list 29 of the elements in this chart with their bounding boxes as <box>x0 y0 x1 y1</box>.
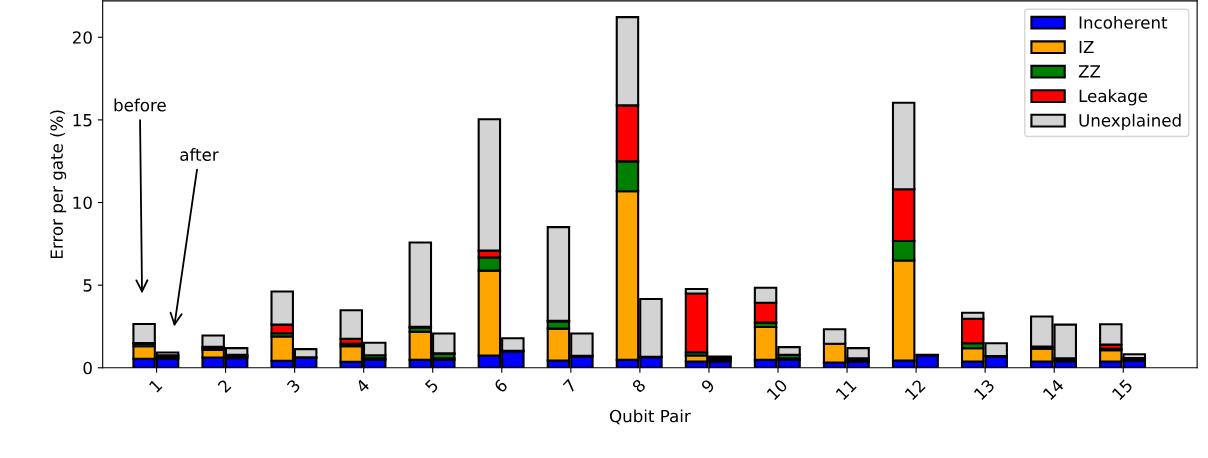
y-tick-label: 20 <box>72 31 92 44</box>
x-tick-label: 8 <box>631 378 647 394</box>
x-tick-label: 13 <box>973 378 996 401</box>
annotation: after <box>180 148 219 161</box>
legend-label: Unexplained <box>1079 113 1181 130</box>
x-tick-label: 15 <box>1111 378 1134 401</box>
x-tick-label: 3 <box>286 378 301 394</box>
legend-label: Leakage <box>1079 89 1148 106</box>
y-tick-label: 15 <box>73 114 92 127</box>
x-tick-label: 7 <box>562 378 577 393</box>
legend-label: ZZ <box>1078 65 1101 78</box>
x-tick-label: 12 <box>904 378 926 401</box>
y-tick-label: 0 <box>83 361 92 375</box>
x-tick-label: 11 <box>835 378 857 401</box>
legend-label: IZ <box>1079 40 1094 54</box>
x-tick-label: 10 <box>766 378 789 401</box>
legend-label: Incoherent <box>1079 15 1168 29</box>
y-tick-label: 5 <box>83 279 92 292</box>
x-tick-label: 9 <box>700 378 716 394</box>
x-tick-label: 4 <box>355 378 371 394</box>
x-tick-label: 6 <box>493 378 509 394</box>
x-tick-label: 2 <box>217 378 232 394</box>
x-axis-title: Qubit Pair <box>609 409 691 425</box>
x-tick-label: 5 <box>424 378 439 394</box>
x-tick-label: 14 <box>1042 378 1065 401</box>
x-tick-label: 1 <box>148 378 163 393</box>
annotation: before <box>114 98 166 112</box>
y-axis-title: Error per gate (%) <box>50 110 67 259</box>
y-tick-label: 10 <box>73 196 92 210</box>
